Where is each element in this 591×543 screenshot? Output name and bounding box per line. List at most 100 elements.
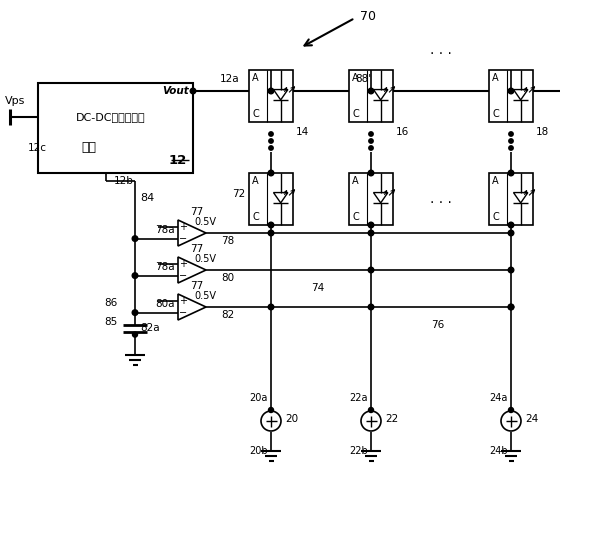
Text: C: C <box>252 109 259 119</box>
Text: A: A <box>252 73 259 83</box>
Text: 74: 74 <box>311 283 324 293</box>
Text: DC-DCコンバータ: DC-DCコンバータ <box>76 112 145 122</box>
Circle shape <box>369 146 373 150</box>
Text: . . .: . . . <box>430 43 452 57</box>
Circle shape <box>269 139 273 143</box>
Text: A: A <box>352 176 359 186</box>
Text: 78: 78 <box>221 236 234 246</box>
Text: 85: 85 <box>104 317 117 326</box>
Text: 14: 14 <box>296 127 309 137</box>
Circle shape <box>268 407 274 413</box>
Circle shape <box>508 230 514 236</box>
Text: 82a: 82a <box>140 323 160 333</box>
Text: 78a: 78a <box>155 262 175 272</box>
Text: C: C <box>492 109 499 119</box>
Text: 0.5V: 0.5V <box>194 291 216 301</box>
Circle shape <box>368 230 374 236</box>
Text: +: + <box>179 296 187 306</box>
Circle shape <box>368 88 374 94</box>
Text: A: A <box>492 176 499 186</box>
Circle shape <box>508 304 514 310</box>
Circle shape <box>268 88 274 94</box>
Text: 0.5V: 0.5V <box>194 217 216 227</box>
Bar <box>38 83 193 173</box>
Text: 22a: 22a <box>349 393 368 403</box>
Text: 88': 88' <box>355 74 371 84</box>
Text: −: − <box>179 270 187 281</box>
Circle shape <box>509 132 513 136</box>
Text: 20a: 20a <box>249 393 268 403</box>
Text: 84: 84 <box>140 193 154 203</box>
Circle shape <box>132 236 138 242</box>
Text: 78a: 78a <box>155 225 175 235</box>
Circle shape <box>132 310 138 315</box>
Circle shape <box>268 230 274 236</box>
Text: A: A <box>492 73 499 83</box>
Circle shape <box>508 267 514 273</box>
Circle shape <box>132 273 138 279</box>
Circle shape <box>508 222 514 228</box>
Text: 72: 72 <box>232 189 245 199</box>
Text: +: + <box>179 223 187 232</box>
Text: 12: 12 <box>169 154 187 167</box>
Text: 70: 70 <box>360 9 376 22</box>
Text: 誤差: 誤差 <box>82 141 97 154</box>
Circle shape <box>369 407 374 413</box>
Text: 22: 22 <box>385 414 398 424</box>
Bar <box>249 173 293 225</box>
Circle shape <box>268 304 274 310</box>
Circle shape <box>509 139 513 143</box>
Circle shape <box>369 132 373 136</box>
Text: 76: 76 <box>431 320 444 330</box>
Circle shape <box>368 267 374 273</box>
Text: C: C <box>352 109 359 119</box>
Circle shape <box>508 88 514 94</box>
Circle shape <box>508 407 514 413</box>
Circle shape <box>508 170 514 176</box>
Text: 18: 18 <box>536 127 549 137</box>
Bar <box>349 70 393 122</box>
Text: A: A <box>352 73 359 83</box>
Text: 77: 77 <box>190 206 203 217</box>
Text: 12b: 12b <box>114 176 134 186</box>
Circle shape <box>269 132 273 136</box>
Bar <box>249 70 293 122</box>
Text: 80: 80 <box>221 273 234 283</box>
Circle shape <box>509 146 513 150</box>
Bar <box>489 173 533 225</box>
Text: −: − <box>179 307 187 318</box>
Text: Vout: Vout <box>163 86 189 96</box>
Circle shape <box>369 139 373 143</box>
Text: 12a: 12a <box>220 74 239 84</box>
Text: 12c: 12c <box>28 143 47 153</box>
Text: 16: 16 <box>396 127 409 137</box>
Text: +: + <box>179 260 187 269</box>
Circle shape <box>368 222 374 228</box>
Circle shape <box>368 304 374 310</box>
Circle shape <box>268 222 274 228</box>
Circle shape <box>190 88 196 94</box>
Text: C: C <box>492 212 499 222</box>
Text: −: − <box>179 233 187 244</box>
Text: 24b: 24b <box>489 446 508 456</box>
Text: 24a: 24a <box>489 393 508 403</box>
Circle shape <box>268 170 274 176</box>
Text: 22b: 22b <box>349 446 368 456</box>
Circle shape <box>269 146 273 150</box>
Text: C: C <box>252 212 259 222</box>
Text: 86: 86 <box>104 298 117 307</box>
Bar <box>489 70 533 122</box>
Text: . . .: . . . <box>430 192 452 206</box>
Circle shape <box>132 332 138 337</box>
Text: 77: 77 <box>190 244 203 254</box>
Text: 82: 82 <box>221 310 234 320</box>
Text: 77: 77 <box>190 281 203 291</box>
Circle shape <box>368 170 374 176</box>
Bar <box>349 173 393 225</box>
Text: 20b: 20b <box>249 446 268 456</box>
Text: 20: 20 <box>285 414 298 424</box>
Text: 80a: 80a <box>155 299 175 309</box>
Circle shape <box>508 304 514 310</box>
Text: Vps: Vps <box>5 96 25 106</box>
Text: 0.5V: 0.5V <box>194 254 216 264</box>
